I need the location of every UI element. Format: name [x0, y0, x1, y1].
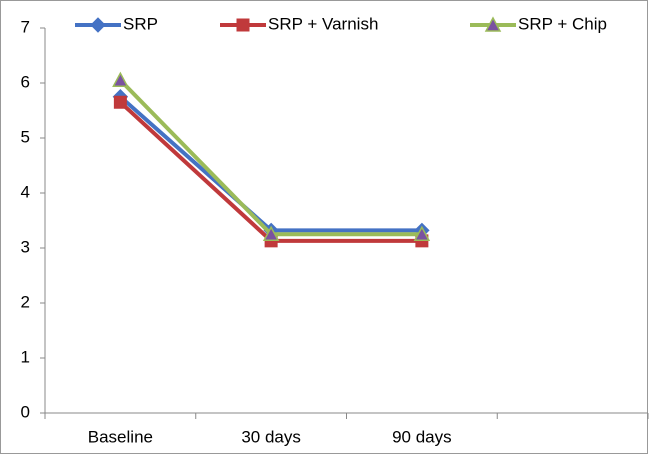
y-tick-label: 7: [21, 17, 30, 36]
y-tick-label: 5: [21, 127, 30, 146]
data-point: [112, 71, 129, 87]
legend-label: SRP: [123, 14, 158, 33]
x-tick-label: 30 days: [241, 427, 301, 446]
data-point: [413, 225, 431, 241]
x-tick-label: Baseline: [88, 427, 153, 446]
y-tick-label: 6: [21, 72, 30, 91]
x-tick-label: 90 days: [392, 427, 452, 446]
legend-marker: [484, 16, 502, 32]
y-tick-label: 0: [21, 402, 30, 421]
y-tick-label: 3: [21, 237, 30, 256]
legend-label: SRP + Chip: [518, 14, 607, 33]
y-tick-label: 4: [21, 182, 30, 201]
data-point: [262, 225, 280, 241]
legend-marker: [236, 18, 250, 32]
legend-label: SRP + Varnish: [268, 14, 378, 33]
legend-marker: [90, 17, 106, 33]
y-tick-label: 1: [21, 347, 30, 366]
y-tick-label: 2: [21, 292, 30, 311]
data-point: [113, 95, 127, 109]
